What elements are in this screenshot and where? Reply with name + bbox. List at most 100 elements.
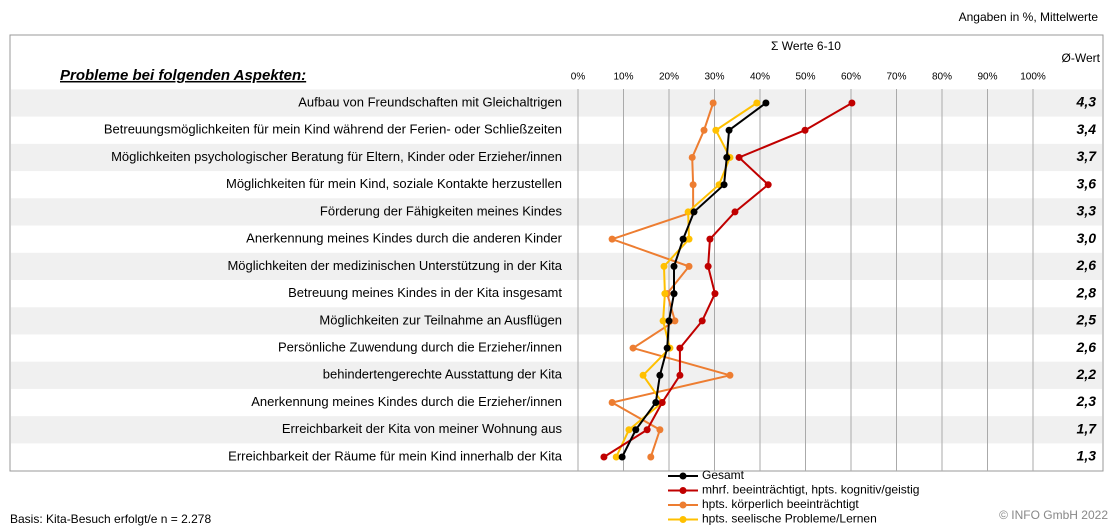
- avg-title: Ø-Wert: [1062, 51, 1101, 65]
- data-point: [670, 290, 678, 298]
- x-tick-label: 40%: [750, 72, 770, 83]
- data-point: [709, 99, 717, 107]
- legend-label: Gesamt: [702, 468, 745, 482]
- avg-value: 1,3: [1077, 448, 1097, 464]
- category-label: Möglichkeiten für mein Kind, soziale Kon…: [226, 176, 562, 191]
- category-label: Betreuung meines Kindes in der Kita insg…: [288, 285, 562, 300]
- category-label: Möglichkeiten zur Teilnahme an Ausflügen: [319, 312, 562, 327]
- data-point: [731, 208, 739, 216]
- data-point: [600, 453, 608, 461]
- data-point: [643, 426, 651, 434]
- frame: [9, 34, 1104, 472]
- avg-value: 2,3: [1076, 393, 1097, 409]
- series-line: [621, 102, 767, 458]
- data-point: [656, 426, 664, 434]
- avg-value: 2,5: [1076, 312, 1097, 328]
- avg-value: 3,0: [1077, 230, 1097, 246]
- note: Angaben in %, Mittelwerte: [959, 10, 1099, 24]
- x-tick-label: 10%: [613, 72, 633, 83]
- data-point: [690, 208, 698, 216]
- avg-value: 3,6: [1077, 175, 1097, 191]
- data-point: [639, 371, 647, 379]
- data-point: [848, 99, 856, 107]
- x-tick-label: 30%: [704, 72, 724, 83]
- data-point: [762, 99, 770, 107]
- data-point: [704, 262, 712, 270]
- avg-value: 2,2: [1076, 366, 1097, 382]
- category-label: Betreuungsmöglichkeiten für mein Kind wä…: [104, 122, 562, 137]
- x-tick-label: 50%: [795, 72, 815, 83]
- category-label: Aufbau von Freundschaften mit Gleichaltr…: [298, 94, 562, 109]
- data-point: [726, 371, 734, 379]
- data-point: [618, 453, 626, 461]
- row-band: [11, 416, 1102, 444]
- avg-value: 2,6: [1076, 339, 1097, 355]
- category-label: Förderung der Fähigkeiten meines Kindes: [320, 203, 563, 218]
- x-tick-label: 60%: [841, 72, 861, 83]
- data-point: [659, 317, 667, 325]
- data-point: [700, 126, 708, 134]
- avg-value: 3,3: [1077, 203, 1097, 219]
- data-point: [735, 153, 743, 161]
- data-point: [712, 126, 720, 134]
- category-label: behindertengerechte Ausstattung der Kita: [323, 367, 563, 382]
- data-point: [720, 181, 728, 189]
- category-label: Möglichkeiten der medizinischen Unterstü…: [227, 258, 562, 273]
- data-point: [685, 262, 693, 270]
- data-point: [625, 426, 633, 434]
- row-band: [11, 361, 1102, 389]
- row-band: [11, 307, 1102, 335]
- data-point: [676, 344, 684, 352]
- data-point: [656, 371, 664, 379]
- data-point: [647, 453, 655, 461]
- data-point: [671, 317, 679, 325]
- avg-value: 3,7: [1077, 148, 1098, 164]
- category-label: Erreichbarkeit der Kita von meiner Wohnu…: [282, 421, 563, 436]
- data-point: [698, 317, 706, 325]
- series-line: [615, 102, 758, 458]
- chart-title: Probleme bei folgenden Aspekten:: [60, 67, 306, 84]
- series-line: [603, 102, 853, 458]
- legend-marker: [679, 472, 687, 480]
- legend-marker: [679, 487, 687, 494]
- legend-marker: [679, 501, 687, 509]
- category-label: Persönliche Zuwendung durch die Erzieher…: [278, 340, 562, 355]
- data-point: [764, 181, 772, 189]
- row-band: [11, 198, 1102, 226]
- data-point: [689, 181, 697, 189]
- legend-marker: [679, 516, 687, 523]
- copyright: © INFO GmbH 2022: [999, 508, 1108, 522]
- data-point: [658, 399, 666, 407]
- data-point: [753, 99, 761, 107]
- data-point: [608, 235, 616, 243]
- data-point: [665, 317, 673, 325]
- data-point: [723, 153, 731, 161]
- category-label: Möglichkeiten psychologischer Beratung f…: [111, 149, 562, 164]
- category-label: Anerkennung meines Kindes durch die Erzi…: [251, 394, 562, 409]
- avg-value: 3,4: [1077, 121, 1097, 137]
- data-point: [684, 208, 692, 216]
- data-point: [663, 344, 671, 352]
- x-tick-label: 0%: [571, 72, 586, 83]
- legend-label: hpts. seelische Probleme/Lernen: [702, 512, 877, 526]
- data-point: [652, 399, 660, 407]
- row-band: [11, 89, 1102, 117]
- footer: Basis: Kita-Besuch erfolgt/e n = 2.278: [10, 512, 211, 526]
- legend-label: hpts. körperlich beeinträchtigt: [702, 497, 859, 511]
- data-point: [608, 399, 616, 407]
- data-point: [670, 262, 678, 270]
- avg-value: 1,7: [1077, 420, 1098, 436]
- row-band: [11, 252, 1102, 280]
- data-point: [688, 153, 696, 161]
- row-band: [11, 143, 1102, 172]
- x-tick-label: 20%: [659, 72, 679, 83]
- data-point: [629, 344, 637, 352]
- x-tick-label: 100%: [1020, 72, 1046, 83]
- legend-label: mhrf. beeinträchtigt, hpts. kognitiv/gei…: [702, 483, 919, 497]
- x-tick-label: 80%: [932, 72, 952, 83]
- avg-value: 2,6: [1076, 257, 1097, 273]
- data-point: [612, 453, 620, 461]
- category-label: Erreichbarkeit der Räume für mein Kind i…: [228, 448, 563, 463]
- data-point: [725, 126, 733, 134]
